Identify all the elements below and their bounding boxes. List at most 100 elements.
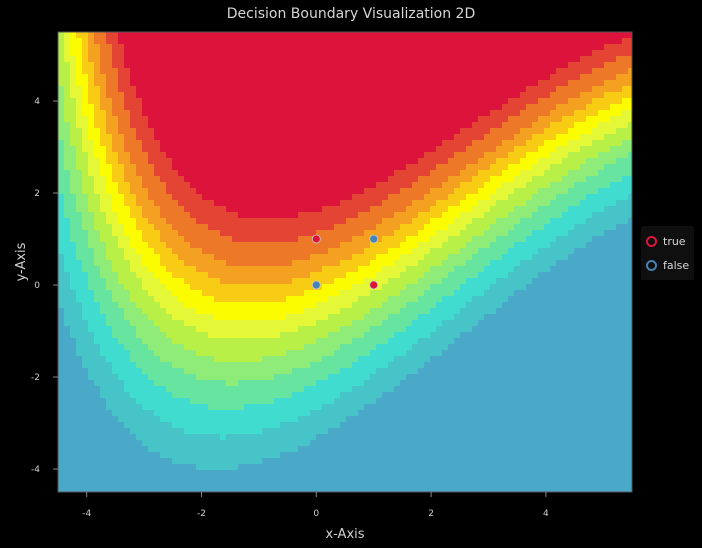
surface-cell bbox=[250, 152, 257, 159]
surface-cell bbox=[490, 170, 497, 177]
surface-cell bbox=[70, 248, 77, 255]
surface-cell bbox=[100, 272, 107, 279]
surface-cell bbox=[550, 44, 557, 51]
surface-cell bbox=[244, 170, 251, 177]
surface-cell bbox=[556, 224, 563, 231]
surface-cell bbox=[64, 152, 71, 159]
surface-cell bbox=[256, 122, 263, 129]
surface-cell bbox=[568, 278, 575, 285]
surface-cell bbox=[508, 164, 515, 171]
surface-cell bbox=[406, 194, 413, 201]
surface-cell bbox=[172, 296, 179, 303]
surface-cell bbox=[268, 230, 275, 237]
surface-cell bbox=[268, 296, 275, 303]
surface-cell bbox=[454, 200, 461, 207]
surface-cell bbox=[154, 332, 161, 339]
surface-cell bbox=[214, 164, 221, 171]
surface-cell bbox=[58, 272, 65, 279]
surface-cell bbox=[550, 332, 557, 339]
surface-cell bbox=[160, 140, 167, 147]
surface-cell bbox=[256, 248, 263, 255]
surface-cell bbox=[622, 74, 629, 81]
surface-cell bbox=[598, 248, 605, 255]
surface-cell bbox=[160, 200, 167, 207]
surface-cell bbox=[130, 218, 137, 225]
surface-cell bbox=[406, 176, 413, 183]
surface-cell bbox=[502, 266, 509, 273]
surface-cell bbox=[310, 116, 317, 123]
surface-cell bbox=[406, 128, 413, 135]
surface-cell bbox=[64, 332, 71, 339]
surface-cell bbox=[526, 170, 533, 177]
surface-cell bbox=[64, 314, 71, 321]
surface-cell bbox=[532, 248, 539, 255]
surface-cell bbox=[304, 74, 311, 81]
surface-cell bbox=[460, 218, 467, 225]
surface-cell bbox=[622, 170, 629, 177]
surface-cell bbox=[232, 308, 239, 315]
surface-cell bbox=[70, 104, 77, 111]
surface-cell bbox=[400, 272, 407, 279]
surface-cell bbox=[526, 200, 533, 207]
surface-cell bbox=[400, 290, 407, 297]
surface-cell bbox=[286, 236, 293, 243]
surface-cell bbox=[622, 212, 629, 219]
surface-cell bbox=[280, 80, 287, 87]
surface-cell bbox=[304, 200, 311, 207]
surface-cell bbox=[214, 68, 221, 75]
surface-cell bbox=[616, 158, 623, 165]
surface-cell bbox=[328, 278, 335, 285]
surface-cell bbox=[508, 338, 515, 345]
surface-cell bbox=[106, 332, 113, 339]
surface-cell bbox=[328, 194, 335, 201]
surface-cell bbox=[466, 212, 473, 219]
surface-cell bbox=[610, 254, 617, 261]
surface-cell bbox=[490, 260, 497, 267]
surface-cell bbox=[400, 266, 407, 273]
surface-cell bbox=[580, 188, 587, 195]
surface-cell bbox=[214, 74, 221, 81]
surface-cell bbox=[532, 206, 539, 213]
surface-cell bbox=[106, 98, 113, 105]
surface-cell bbox=[196, 272, 203, 279]
surface-cell bbox=[598, 254, 605, 261]
surface-cell bbox=[94, 188, 101, 195]
surface-cell bbox=[628, 266, 632, 273]
surface-cell bbox=[334, 242, 341, 249]
surface-cell bbox=[592, 86, 599, 93]
surface-cell bbox=[76, 50, 83, 57]
surface-cell bbox=[286, 218, 293, 225]
surface-cell bbox=[364, 56, 371, 63]
surface-cell bbox=[364, 212, 371, 219]
surface-cell bbox=[160, 110, 167, 117]
surface-cell bbox=[364, 104, 371, 111]
surface-cell bbox=[208, 122, 215, 129]
surface-cell bbox=[598, 98, 605, 105]
surface-cell bbox=[388, 308, 395, 315]
surface-cell bbox=[286, 248, 293, 255]
surface-cell bbox=[190, 134, 197, 141]
surface-cell bbox=[436, 170, 443, 177]
surface-cell bbox=[580, 92, 587, 99]
surface-cell bbox=[208, 254, 215, 261]
surface-cell bbox=[430, 224, 437, 231]
surface-cell bbox=[112, 74, 119, 81]
surface-cell bbox=[532, 338, 539, 345]
surface-cell bbox=[190, 248, 197, 255]
surface-cell bbox=[436, 140, 443, 147]
surface-cell bbox=[346, 254, 353, 261]
surface-cell bbox=[100, 236, 107, 243]
surface-cell bbox=[460, 302, 467, 309]
surface-cell bbox=[262, 110, 269, 117]
surface-cell bbox=[286, 224, 293, 231]
surface-cell bbox=[64, 194, 71, 201]
surface-cell bbox=[412, 302, 419, 309]
surface-cell bbox=[556, 80, 563, 87]
surface-cell bbox=[442, 158, 449, 165]
surface-cell bbox=[190, 206, 197, 213]
surface-cell bbox=[208, 188, 215, 195]
surface-cell bbox=[172, 314, 179, 321]
surface-cell bbox=[514, 38, 521, 45]
surface-cell bbox=[526, 134, 533, 141]
